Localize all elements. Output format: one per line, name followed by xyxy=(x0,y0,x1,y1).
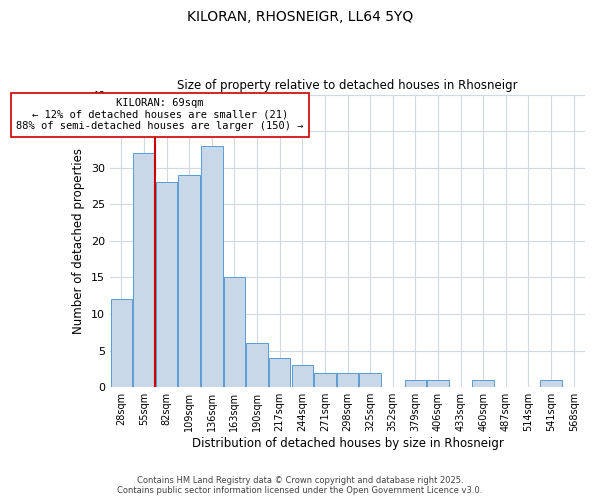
Bar xyxy=(292,366,313,387)
Bar xyxy=(337,372,358,387)
Bar xyxy=(404,380,426,387)
Bar xyxy=(541,380,562,387)
Bar xyxy=(201,146,223,387)
Y-axis label: Number of detached properties: Number of detached properties xyxy=(73,148,85,334)
Text: KILORAN: 69sqm
← 12% of detached houses are smaller (21)
88% of semi-detached ho: KILORAN: 69sqm ← 12% of detached houses … xyxy=(16,98,304,132)
Bar xyxy=(156,182,178,387)
Bar xyxy=(269,358,290,387)
Bar xyxy=(472,380,494,387)
Title: Size of property relative to detached houses in Rhosneigr: Size of property relative to detached ho… xyxy=(177,79,518,92)
Bar xyxy=(314,372,335,387)
Text: Contains HM Land Registry data © Crown copyright and database right 2025.
Contai: Contains HM Land Registry data © Crown c… xyxy=(118,476,482,495)
Bar xyxy=(110,300,132,387)
Bar xyxy=(133,153,155,387)
X-axis label: Distribution of detached houses by size in Rhosneigr: Distribution of detached houses by size … xyxy=(191,437,503,450)
Text: KILORAN, RHOSNEIGR, LL64 5YQ: KILORAN, RHOSNEIGR, LL64 5YQ xyxy=(187,10,413,24)
Bar xyxy=(427,380,449,387)
Bar xyxy=(178,175,200,387)
Bar xyxy=(359,372,381,387)
Bar xyxy=(247,344,268,387)
Bar xyxy=(224,278,245,387)
